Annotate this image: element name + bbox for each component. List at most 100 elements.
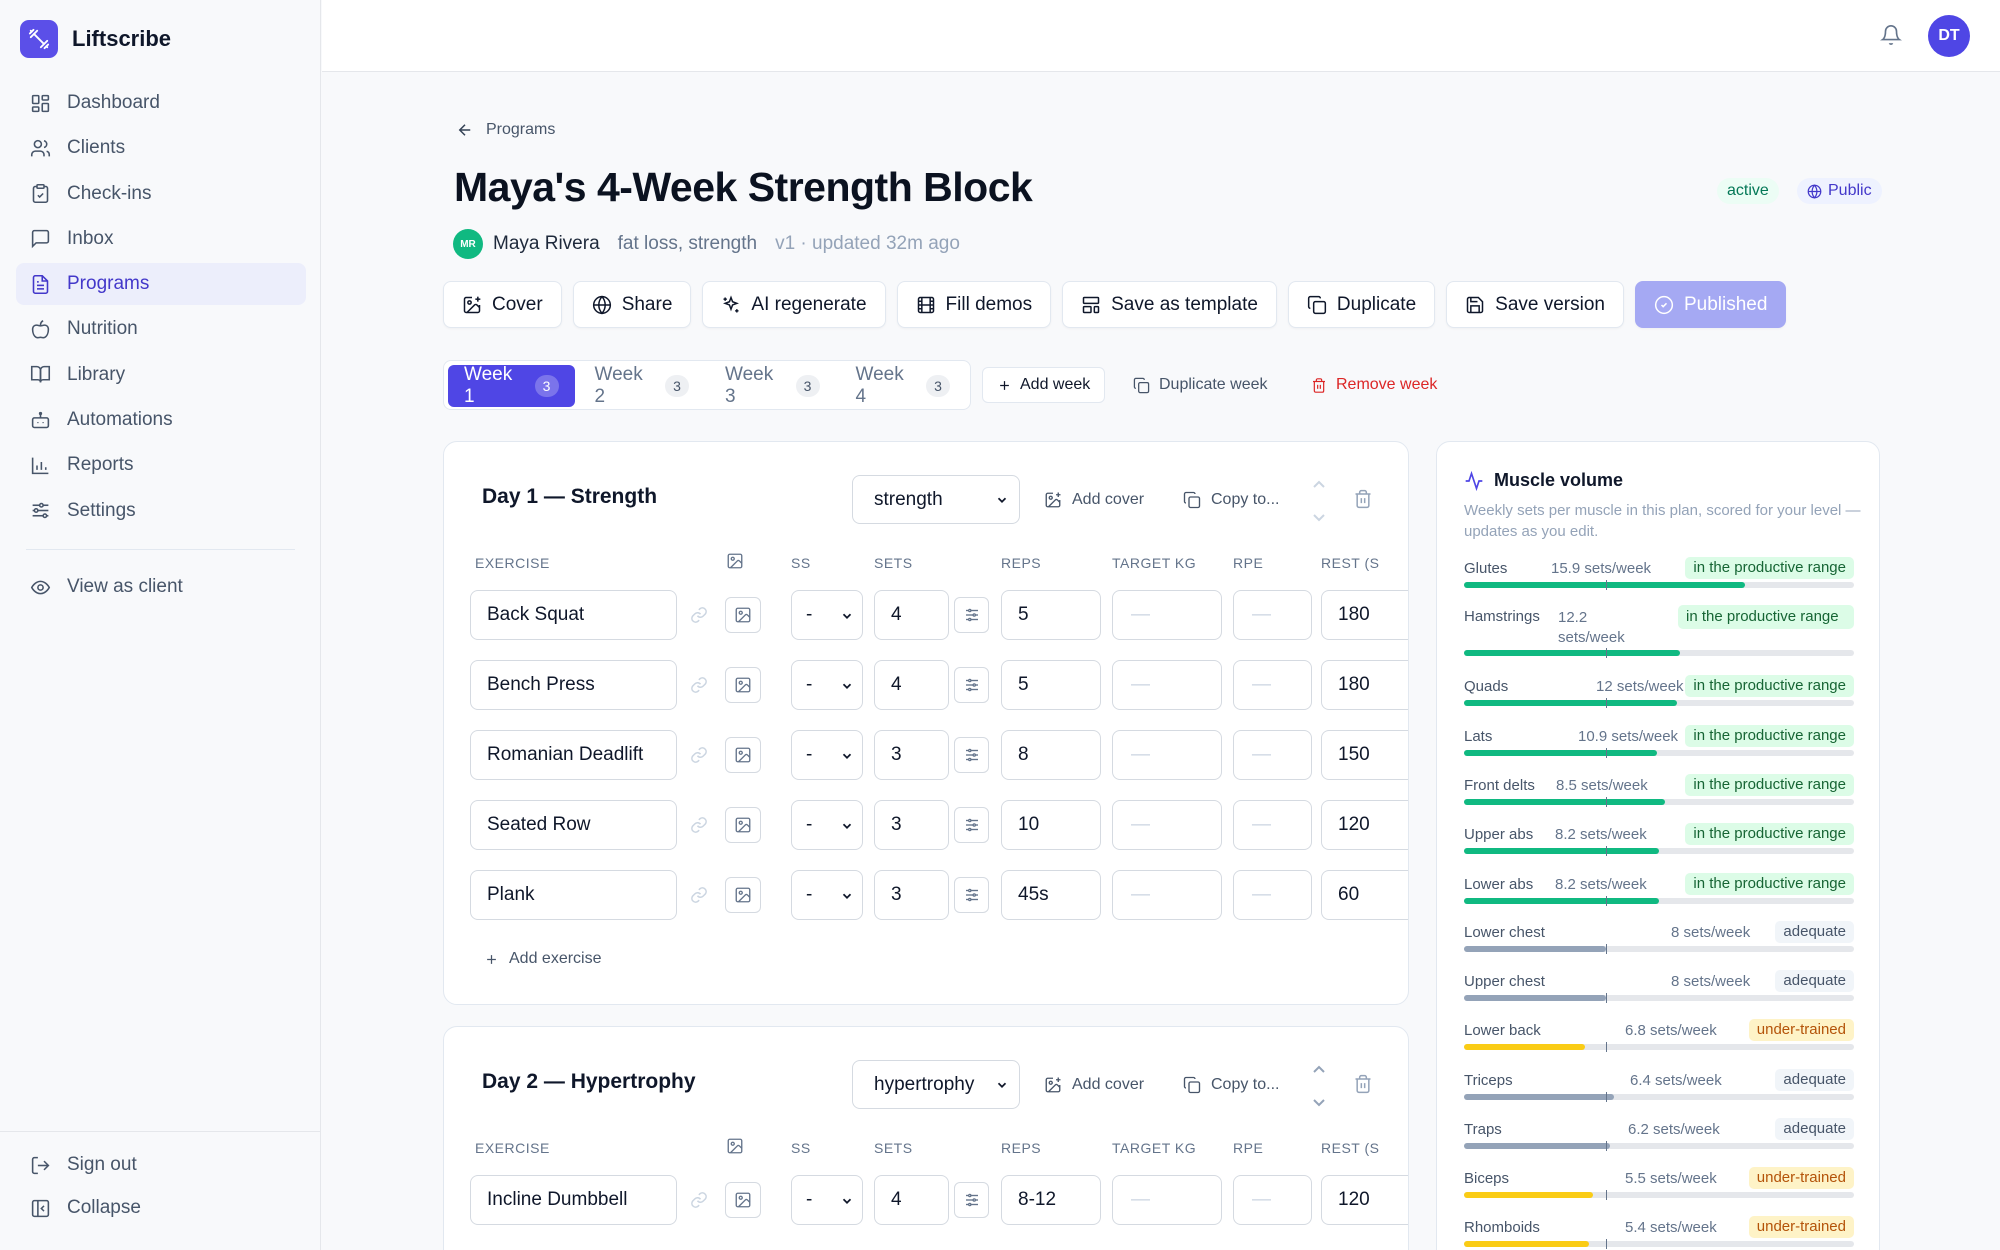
link-icon[interactable]	[690, 816, 708, 834]
cover-button[interactable]: Cover	[443, 281, 562, 328]
brand[interactable]: Liftscribe	[20, 20, 171, 58]
ai-regenerate-button[interactable]: AI regenerate	[702, 281, 886, 328]
reps-input[interactable]: 10	[1001, 800, 1101, 850]
trash-icon[interactable]	[1353, 1073, 1373, 1095]
set-details-button[interactable]	[954, 597, 989, 633]
save-version-button[interactable]: Save version	[1446, 281, 1624, 328]
superset-select[interactable]: -	[791, 730, 863, 780]
add-cover-button[interactable]: Add cover	[1044, 1073, 1144, 1097]
remove-week-button[interactable]: Remove week	[1311, 367, 1437, 403]
superset-select[interactable]: -	[791, 800, 863, 850]
set-details-button[interactable]	[954, 737, 989, 773]
rest-input[interactable]: 150	[1321, 730, 1408, 780]
rest-input[interactable]: 180	[1321, 590, 1408, 640]
rpe-input[interactable]: —	[1233, 660, 1312, 710]
target-kg-input[interactable]: —	[1112, 660, 1222, 710]
exercise-image-button[interactable]	[725, 807, 761, 843]
sidebar-item-inbox[interactable]: Inbox	[16, 218, 306, 260]
copy-to-button[interactable]: Copy to...	[1183, 1073, 1279, 1097]
sets-input[interactable]: 3	[874, 800, 949, 850]
share-button[interactable]: Share	[572, 281, 692, 328]
rest-input[interactable]: 120	[1321, 1175, 1408, 1225]
rest-input[interactable]: 120	[1321, 800, 1408, 850]
reps-input[interactable]: 5	[1001, 660, 1101, 710]
set-details-button[interactable]	[954, 807, 989, 843]
exercise-name-input[interactable]: Back Squat	[470, 590, 677, 640]
exercise-image-button[interactable]	[725, 667, 761, 703]
superset-select[interactable]: -	[791, 870, 863, 920]
exercise-name-input[interactable]: Plank	[470, 870, 677, 920]
sets-input[interactable]: 3	[874, 870, 949, 920]
sidebar-item-programs[interactable]: Programs	[16, 263, 306, 306]
tab-week-2[interactable]: Week 2 3	[579, 364, 706, 407]
rpe-input[interactable]: —	[1233, 730, 1312, 780]
rpe-input[interactable]: —	[1233, 1175, 1312, 1225]
exercise-image-button[interactable]	[725, 877, 761, 913]
reorder-arrows-icon[interactable]	[1310, 1062, 1328, 1110]
sets-input[interactable]: 4	[874, 660, 949, 710]
tab-week-4[interactable]: Week 4 3	[840, 364, 967, 407]
user-avatar[interactable]: DT	[1928, 15, 1970, 57]
rpe-input[interactable]: —	[1233, 590, 1312, 640]
link-icon[interactable]	[690, 746, 708, 764]
set-details-button[interactable]	[954, 1182, 989, 1218]
sidebar-item-check-ins[interactable]: Check-ins	[16, 173, 306, 215]
sets-input[interactable]: 3	[874, 730, 949, 780]
superset-select[interactable]: -	[791, 1175, 863, 1225]
reorder-arrows-icon[interactable]	[1310, 477, 1328, 525]
published-button[interactable]: Published	[1634, 281, 1787, 328]
target-kg-input[interactable]: —	[1112, 1175, 1222, 1225]
sidebar-item-dashboard[interactable]: Dashboard	[16, 82, 306, 124]
exercise-name-input[interactable]: Romanian Deadlift	[470, 730, 677, 780]
exercise-image-button[interactable]	[725, 597, 761, 633]
target-kg-input[interactable]: —	[1112, 730, 1222, 780]
copy-to-button[interactable]: Copy to...	[1183, 488, 1279, 512]
sets-input[interactable]: 4	[874, 1175, 949, 1225]
link-icon[interactable]	[690, 606, 708, 624]
tab-week-3[interactable]: Week 3 3	[709, 364, 836, 407]
view-as-client-link[interactable]: View as client	[16, 566, 306, 608]
sidebar-item-nutrition[interactable]: Nutrition	[16, 308, 306, 350]
exercise-image-button[interactable]	[725, 1182, 761, 1218]
rest-input[interactable]: 180	[1321, 660, 1408, 710]
trash-icon[interactable]	[1353, 488, 1373, 510]
target-kg-input[interactable]: —	[1112, 800, 1222, 850]
fill-demos-button[interactable]: Fill demos	[896, 281, 1052, 328]
sidebar-item-library[interactable]: Library	[16, 354, 306, 396]
sign-out-button[interactable]: Sign out	[16, 1144, 305, 1186]
exercise-name-input[interactable]: Bench Press	[470, 660, 677, 710]
sidebar-item-automations[interactable]: Automations	[16, 399, 306, 441]
duplicate-week-button[interactable]: Duplicate week	[1133, 367, 1268, 403]
set-details-button[interactable]	[954, 667, 989, 703]
rpe-input[interactable]: —	[1233, 870, 1312, 920]
reps-input[interactable]: 5	[1001, 590, 1101, 640]
sidebar-item-reports[interactable]: Reports	[16, 444, 306, 486]
day-type-select[interactable]: hypertrophy	[852, 1060, 1020, 1109]
exercise-name-input[interactable]: Seated Row	[470, 800, 677, 850]
target-kg-input[interactable]: —	[1112, 870, 1222, 920]
owner-name[interactable]: Maya Rivera	[493, 233, 600, 254]
rest-input[interactable]: 60	[1321, 870, 1408, 920]
superset-select[interactable]: -	[791, 590, 863, 640]
tab-week-1[interactable]: Week 1 3	[448, 364, 575, 407]
exercise-image-button[interactable]	[725, 737, 761, 773]
exercise-name-input[interactable]: Incline Dumbbell	[470, 1175, 677, 1225]
sets-input[interactable]: 4	[874, 590, 949, 640]
reps-input[interactable]: 8-12	[1001, 1175, 1101, 1225]
add-week-button[interactable]: Add week	[982, 367, 1106, 403]
set-details-button[interactable]	[954, 877, 989, 913]
add-exercise-button[interactable]: Add exercise	[484, 950, 602, 968]
reps-input[interactable]: 45s	[1001, 870, 1101, 920]
rpe-input[interactable]: —	[1233, 800, 1312, 850]
link-icon[interactable]	[690, 1191, 708, 1209]
link-icon[interactable]	[690, 886, 708, 904]
duplicate-button[interactable]: Duplicate	[1287, 281, 1436, 328]
save-as-template-button[interactable]: Save as template	[1062, 281, 1277, 328]
bell-icon[interactable]	[1880, 24, 1902, 46]
breadcrumb[interactable]: Programs	[456, 121, 555, 139]
sidebar-item-clients[interactable]: Clients	[16, 127, 306, 169]
add-cover-button[interactable]: Add cover	[1044, 488, 1144, 512]
collapse-button[interactable]: Collapse	[16, 1187, 305, 1229]
reps-input[interactable]: 8	[1001, 730, 1101, 780]
target-kg-input[interactable]: —	[1112, 590, 1222, 640]
